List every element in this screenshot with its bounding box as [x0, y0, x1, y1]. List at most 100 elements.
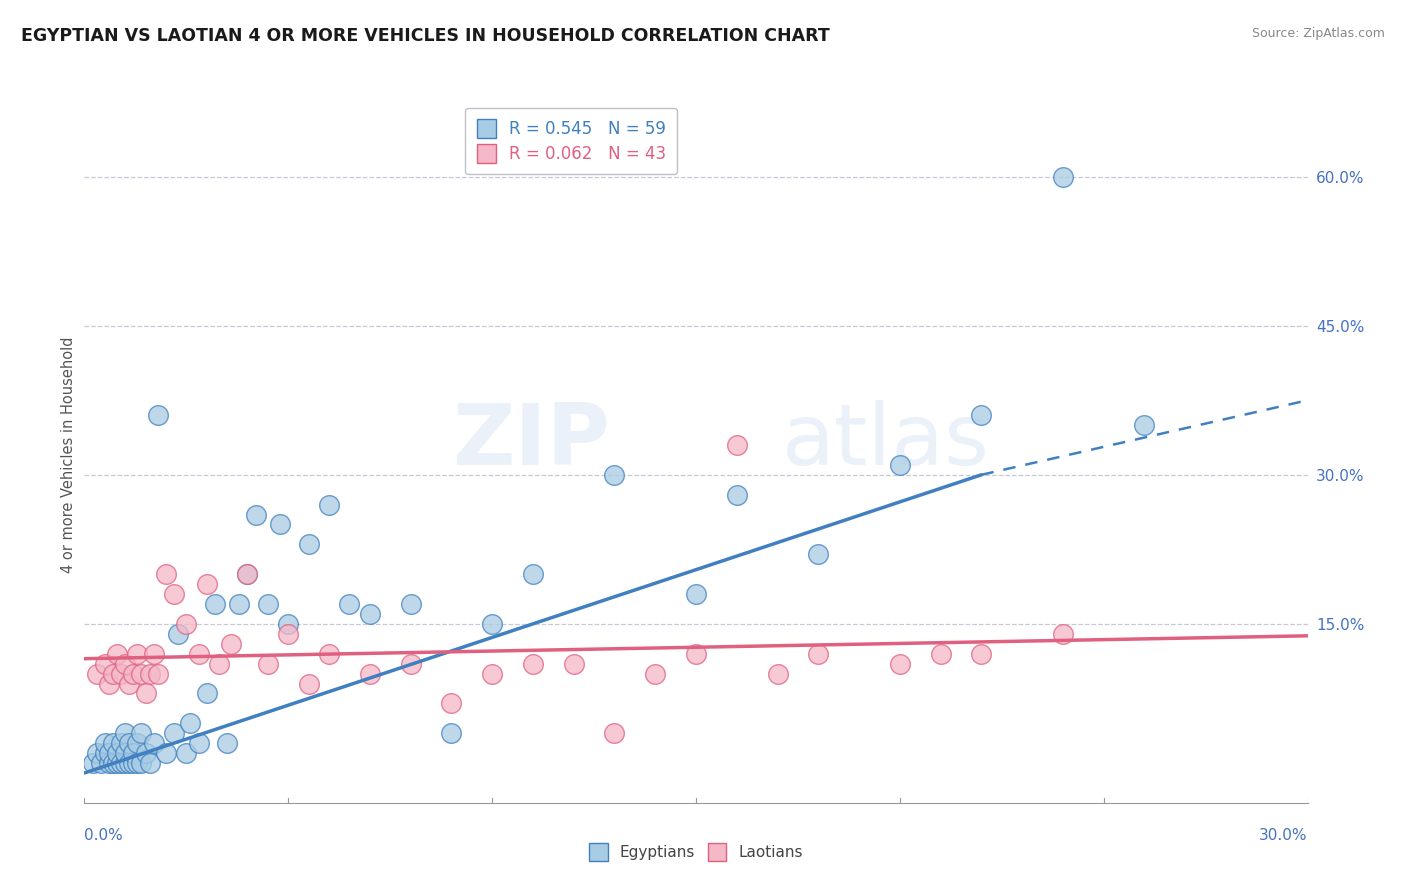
- Point: [142, 736, 165, 750]
- Point: [440, 726, 463, 740]
- Point: [97, 746, 120, 760]
- Point: [269, 517, 291, 532]
- Point: [236, 567, 259, 582]
- Text: atlas: atlas: [782, 400, 990, 483]
- Point: [481, 666, 503, 681]
- Point: [93, 657, 117, 671]
- Point: [195, 686, 218, 700]
- Y-axis label: 4 or more Vehicles in Household: 4 or more Vehicles in Household: [60, 336, 76, 574]
- Point: [118, 756, 141, 770]
- Text: ZIP: ZIP: [453, 400, 610, 483]
- Point: [97, 676, 120, 690]
- Point: [440, 697, 463, 711]
- Point: [131, 726, 153, 740]
- Point: [114, 657, 136, 671]
- Point: [522, 657, 544, 671]
- Point: [110, 756, 132, 770]
- Point: [359, 666, 381, 681]
- Point: [131, 756, 153, 770]
- Point: [127, 736, 149, 750]
- Point: [298, 537, 321, 551]
- Point: [142, 647, 165, 661]
- Point: [217, 736, 239, 750]
- Point: [277, 627, 299, 641]
- Point: [685, 647, 707, 661]
- Point: [929, 647, 952, 661]
- Point: [101, 736, 124, 750]
- Point: [318, 647, 340, 661]
- Point: [82, 756, 104, 770]
- Point: [236, 567, 259, 582]
- Point: [135, 746, 157, 760]
- Point: [277, 616, 299, 631]
- Point: [167, 627, 190, 641]
- Legend: Egyptians, Laotians: Egyptians, Laotians: [579, 832, 813, 871]
- Point: [110, 666, 132, 681]
- Point: [889, 458, 911, 472]
- Point: [195, 577, 218, 591]
- Point: [807, 647, 830, 661]
- Point: [114, 726, 136, 740]
- Point: [725, 438, 748, 452]
- Text: Source: ZipAtlas.com: Source: ZipAtlas.com: [1251, 27, 1385, 40]
- Point: [187, 736, 209, 750]
- Point: [176, 616, 198, 631]
- Point: [110, 736, 132, 750]
- Point: [399, 597, 422, 611]
- Point: [1133, 418, 1156, 433]
- Point: [127, 647, 149, 661]
- Point: [187, 647, 209, 661]
- Text: 30.0%: 30.0%: [1260, 828, 1308, 843]
- Point: [481, 616, 503, 631]
- Point: [176, 746, 198, 760]
- Point: [114, 756, 136, 770]
- Point: [245, 508, 267, 522]
- Point: [889, 657, 911, 671]
- Point: [318, 498, 340, 512]
- Text: 0.0%: 0.0%: [84, 828, 124, 843]
- Point: [122, 666, 145, 681]
- Point: [562, 657, 585, 671]
- Point: [138, 756, 160, 770]
- Point: [101, 756, 124, 770]
- Point: [257, 657, 280, 671]
- Point: [105, 647, 128, 661]
- Point: [86, 666, 108, 681]
- Point: [298, 676, 321, 690]
- Point: [93, 736, 117, 750]
- Point: [146, 666, 169, 681]
- Point: [93, 746, 117, 760]
- Point: [359, 607, 381, 621]
- Point: [155, 567, 177, 582]
- Point: [1052, 627, 1074, 641]
- Point: [766, 666, 789, 681]
- Point: [105, 746, 128, 760]
- Point: [399, 657, 422, 671]
- Point: [101, 666, 124, 681]
- Point: [163, 726, 186, 740]
- Point: [131, 666, 153, 681]
- Point: [135, 686, 157, 700]
- Point: [208, 657, 231, 671]
- Point: [122, 746, 145, 760]
- Text: EGYPTIAN VS LAOTIAN 4 OR MORE VEHICLES IN HOUSEHOLD CORRELATION CHART: EGYPTIAN VS LAOTIAN 4 OR MORE VEHICLES I…: [21, 27, 830, 45]
- Point: [138, 666, 160, 681]
- Point: [725, 488, 748, 502]
- Point: [97, 756, 120, 770]
- Point: [603, 726, 626, 740]
- Point: [204, 597, 226, 611]
- Point: [644, 666, 666, 681]
- Point: [603, 467, 626, 482]
- Point: [114, 746, 136, 760]
- Point: [163, 587, 186, 601]
- Point: [90, 756, 112, 770]
- Point: [970, 647, 993, 661]
- Point: [122, 756, 145, 770]
- Point: [228, 597, 250, 611]
- Point: [146, 408, 169, 422]
- Point: [155, 746, 177, 760]
- Point: [127, 756, 149, 770]
- Point: [118, 676, 141, 690]
- Point: [522, 567, 544, 582]
- Point: [86, 746, 108, 760]
